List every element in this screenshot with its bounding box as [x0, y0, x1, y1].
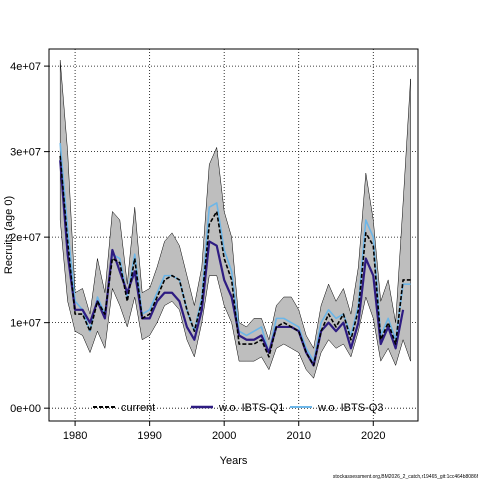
x-tick-label-1: 1990 [137, 430, 161, 442]
confidence-band [59, 60, 411, 379]
plot-frame [48, 48, 419, 422]
legend-label-0: current [121, 402, 155, 414]
series-layer [59, 143, 411, 367]
y-axis: 0e+00 1e+07 2e+07 3e+07 4e+07 [10, 61, 49, 415]
legend-label-2: w.o. IBTS-Q3 [317, 402, 383, 414]
legend-label-1: w.o. IBTS-Q1 [218, 402, 284, 414]
legend: current w.o. IBTS-Q1 w.o. IBTS-Q3 [93, 402, 383, 414]
series-line-2 [59, 143, 411, 362]
x-tick-label-4: 2020 [361, 430, 385, 442]
x-axis-title: Years [220, 455, 248, 467]
x-tick-label-0: 1980 [63, 430, 87, 442]
x-tick-label-2: 2000 [212, 430, 236, 442]
footer-caption: stockassessment.org,BM2026_2_catch,r1946… [333, 474, 479, 480]
series-line-1 [59, 160, 405, 367]
y-tick-label-1: 1e+07 [10, 318, 41, 330]
x-axis: 1980 1990 2000 2010 2020 [63, 421, 386, 442]
y-tick-label-2: 2e+07 [10, 232, 41, 244]
y-tick-label-4: 4e+07 [10, 61, 41, 73]
y-axis-title: Recruits (age 0) [3, 196, 15, 274]
y-tick-label-3: 3e+07 [10, 147, 41, 159]
confidence-band-layer [59, 60, 411, 379]
y-tick-label-0: 0e+00 [10, 403, 41, 415]
x-tick-label-3: 2010 [286, 430, 310, 442]
series-line-0 [59, 155, 411, 367]
